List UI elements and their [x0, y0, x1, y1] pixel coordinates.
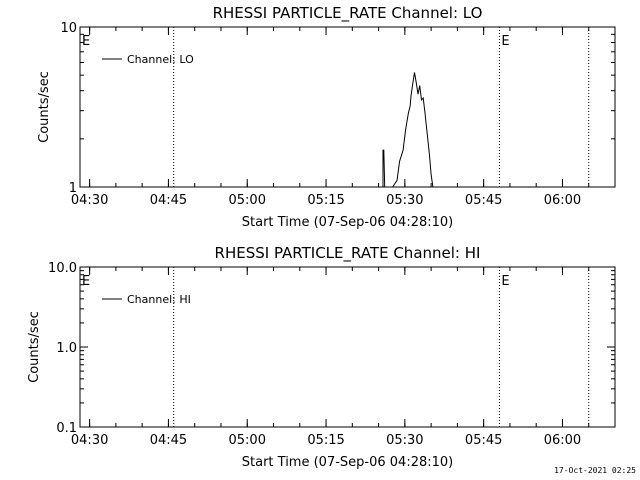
panel1-axes-frame	[79, 26, 616, 188]
panel2-y-tick-label: 0.1	[56, 421, 77, 436]
panel2-y-tick-label: 10.0	[48, 261, 77, 276]
panel2-x-tick-label: 05:00	[229, 433, 266, 448]
panel2-x-tick-label: 06:00	[544, 433, 581, 448]
panel1-legend-label: Channel: LO	[127, 53, 194, 66]
panel2-x-tick-label: 05:30	[386, 433, 423, 448]
panel1-y-tick-label: 10	[60, 21, 77, 36]
panel1-x-tick-label: 06:00	[544, 193, 581, 208]
panel1-y-tick-label: 1	[69, 181, 77, 196]
panel2-x-tick-label: 05:15	[307, 433, 344, 448]
panel1-x-tick-label: 05:30	[386, 193, 423, 208]
footer-timestamp: 17-Oct-2021 02:25	[554, 466, 636, 475]
panel1-edge-label: E	[501, 34, 509, 49]
panel2-legend-label: Channel: HI	[127, 293, 191, 306]
panel1-x-axis-label: Start Time (07-Sep-06 04:28:10)	[242, 215, 453, 230]
panel2-axes-frame	[79, 266, 616, 428]
panel1-x-tick-label: 04:45	[150, 193, 187, 208]
panel1-x-tick-label: 05:45	[465, 193, 502, 208]
panel2-edge-label: E	[82, 274, 90, 289]
panel1-x-tick-label: 05:15	[307, 193, 344, 208]
panel1-series-line-channel-lo	[382, 72, 434, 188]
panel1-title: RHESSI PARTICLE_RATE Channel: LO	[213, 4, 483, 23]
panel2-y-axis-label: Counts/sec	[27, 311, 42, 383]
panel1-edge-label: E	[82, 34, 90, 49]
panel1-y-axis-label: Counts/sec	[37, 71, 52, 143]
panel2-x-tick-label: 05:45	[465, 433, 502, 448]
panel2-x-tick-label: 04:30	[71, 433, 108, 448]
panel2-edge-label: E	[501, 274, 509, 289]
panel2-x-axis-label: Start Time (07-Sep-06 04:28:10)	[242, 455, 453, 470]
panel2-x-tick-label: 04:45	[150, 433, 187, 448]
panel2-y-tick-label: 1.0	[56, 341, 77, 356]
panel2-title: RHESSI PARTICLE_RATE Channel: HI	[215, 244, 481, 263]
panel1-x-tick-label: 05:00	[229, 193, 266, 208]
panel1-x-tick-label: 04:30	[71, 193, 108, 208]
